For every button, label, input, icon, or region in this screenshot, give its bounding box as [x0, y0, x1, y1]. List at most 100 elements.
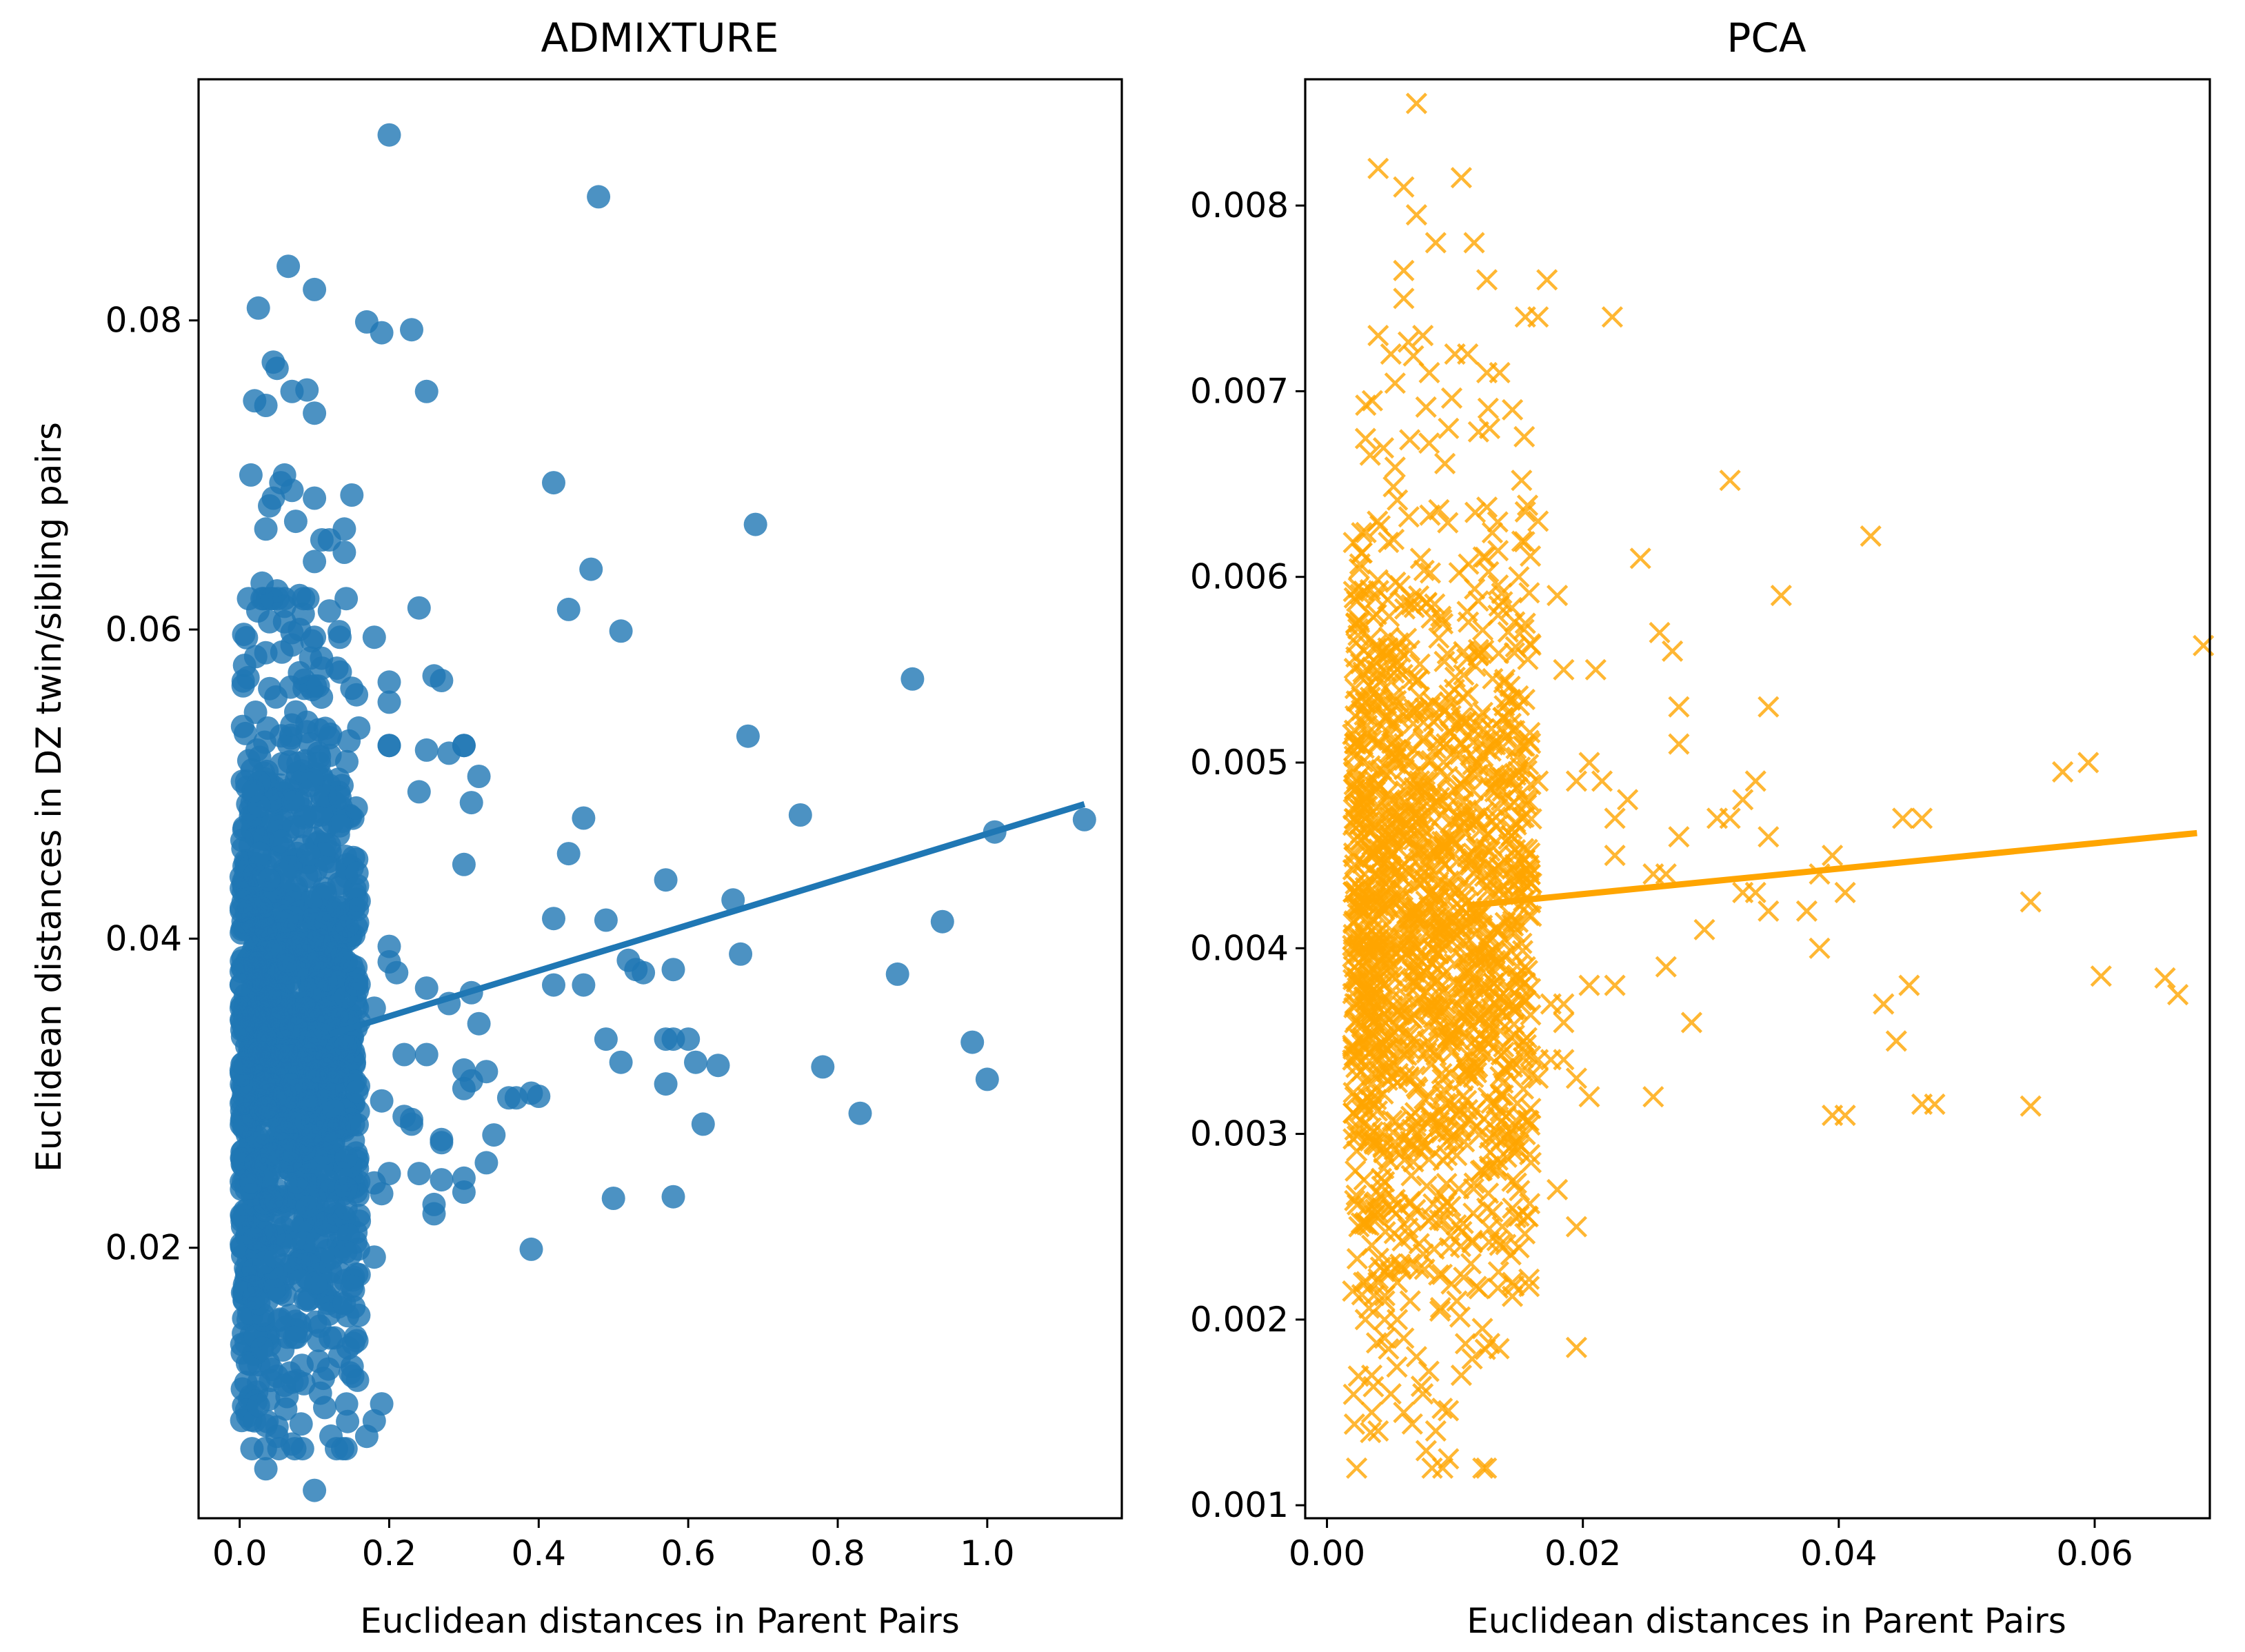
data-point: [1485, 771, 1507, 793]
data-point: [252, 1071, 276, 1096]
data-point: [1450, 1364, 1472, 1387]
data-point: [262, 1277, 286, 1301]
data-point: [1348, 1216, 1370, 1238]
data-point: [1642, 1086, 1664, 1108]
data-point: [283, 510, 308, 534]
data-point: [1519, 1114, 1541, 1136]
pca-x-axis-label: Euclidean distances in Parent Pairs: [1467, 1601, 2066, 1641]
data-point: [1393, 758, 1416, 780]
data-point: [1413, 1258, 1436, 1280]
data-point: [1367, 1201, 1389, 1223]
data-point: [1436, 1191, 1458, 1213]
data-point: [1474, 546, 1496, 568]
data-point: [265, 356, 289, 381]
data-point: [1527, 1067, 1549, 1089]
data-point: [1514, 971, 1536, 994]
data-point: [1911, 807, 1933, 829]
data-point: [254, 1096, 277, 1120]
data-point: [1428, 1111, 1450, 1134]
data-point: [1367, 1420, 1389, 1442]
data-point: [1380, 343, 1402, 365]
data-point: [1504, 636, 1527, 658]
data-point: [1376, 757, 1398, 779]
data-point: [1540, 1049, 1562, 1071]
data-point: [1380, 1383, 1402, 1405]
data-point: [1442, 971, 1464, 994]
data-point: [1513, 849, 1536, 871]
data-point: [385, 960, 409, 985]
data-point: [259, 1358, 283, 1382]
data-point: [1385, 967, 1407, 989]
data-point: [1349, 1118, 1371, 1140]
data-point: [609, 1050, 633, 1074]
data-point: [1503, 642, 1525, 664]
data-point: [263, 939, 287, 963]
data-point: [1386, 1356, 1408, 1378]
data-point: [1344, 677, 1366, 700]
x-tick-label: 0.0: [212, 1533, 268, 1573]
data-point: [661, 958, 685, 982]
data-point: [430, 1131, 454, 1155]
data-point: [601, 1187, 625, 1210]
data-point: [556, 597, 581, 621]
data-point: [594, 1027, 618, 1051]
data-point: [1758, 826, 1780, 848]
data-point: [1476, 1197, 1498, 1219]
data-point: [1505, 1172, 1527, 1194]
data-point: [1668, 733, 1690, 755]
data-point: [340, 676, 364, 701]
data-point: [1770, 585, 1792, 607]
data-point: [303, 486, 327, 510]
data-point: [1349, 553, 1371, 575]
data-point: [335, 749, 359, 774]
data-point: [930, 909, 954, 934]
data-point: [1369, 515, 1391, 537]
data-point: [1421, 691, 1443, 713]
data-point: [1342, 1102, 1365, 1125]
data-point: [328, 625, 352, 649]
data-point: [691, 1112, 715, 1136]
data-point: [1433, 998, 1456, 1020]
data-point: [1359, 444, 1381, 466]
data-point: [1418, 1085, 1440, 1107]
data-point: [1513, 872, 1535, 894]
data-point: [261, 486, 285, 510]
data-point: [1400, 1207, 1422, 1229]
data-point: [1482, 1201, 1504, 1223]
data-point: [1461, 1231, 1483, 1253]
data-point: [1468, 1278, 1490, 1300]
data-point: [1342, 1036, 1364, 1058]
data-point: [1355, 991, 1377, 1013]
data-point: [232, 654, 256, 677]
pca-plot-frame: [1304, 78, 2211, 1520]
data-point: [721, 888, 745, 912]
data-point: [1476, 269, 1498, 291]
data-point: [1513, 425, 1536, 447]
data-point: [283, 1325, 307, 1349]
data-point: [414, 976, 439, 1000]
data-point: [1399, 1253, 1421, 1275]
data-point: [1380, 860, 1402, 882]
data-point: [1362, 678, 1384, 701]
data-point: [254, 917, 278, 941]
data-point: [1428, 627, 1450, 649]
data-point: [1487, 798, 1509, 820]
data-point: [1540, 993, 1562, 1015]
data-point: [1502, 910, 1524, 932]
data-point: [1453, 664, 1475, 686]
admixture-x-ticks: 0.0 0.2 0.4 0.6 0.8 1.0: [212, 1518, 1015, 1573]
data-point: [579, 557, 603, 581]
data-point: [1478, 417, 1501, 439]
data-point: [1527, 306, 1549, 328]
data-point: [1441, 1015, 1463, 1037]
data-point: [1604, 807, 1626, 829]
data-point: [1373, 1003, 1396, 1025]
data-point: [1378, 1149, 1400, 1171]
data-point: [1400, 1165, 1422, 1187]
data-point: [1514, 612, 1536, 634]
data-point: [254, 1457, 278, 1481]
data-point: [1397, 331, 1420, 353]
data-point: [459, 1069, 483, 1093]
data-point: [241, 779, 265, 803]
data-point: [1384, 372, 1406, 394]
